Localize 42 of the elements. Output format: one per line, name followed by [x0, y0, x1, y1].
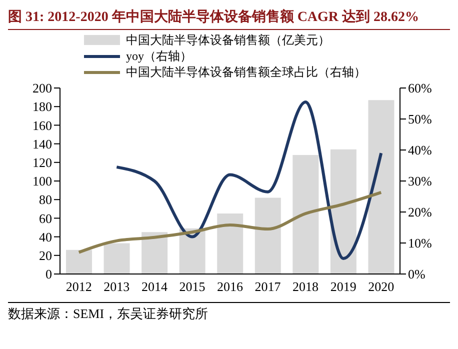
bar	[254, 198, 281, 274]
bar	[217, 214, 244, 274]
y-tick-label: 140	[32, 136, 52, 152]
y-tick-label: 0	[46, 266, 52, 282]
y2-tick-label: 30%	[408, 174, 432, 189]
chart-title: 图 31: 2012-2020 年中国大陆半导体设备销售额 CAGR 达到 28.62%	[8, 8, 450, 30]
y-tick-label: 80	[39, 192, 52, 208]
legend-label: yoy（右轴）	[126, 48, 192, 64]
bar	[104, 243, 130, 274]
legend-label: 中国大陆半导体设备销售额全球占比（右轴）	[126, 64, 366, 80]
x-tick-label: 2014	[141, 279, 168, 294]
bar	[66, 250, 92, 274]
y-tick-label: 100	[32, 174, 52, 189]
y-tick-label: 200	[32, 80, 52, 96]
y2-tick-label: 0%	[408, 266, 426, 282]
x-tick-label: 2019	[330, 279, 356, 294]
y2-tick-label: 50%	[408, 112, 432, 127]
source-note: 数据来源：SEMI，东吴证券研究所	[8, 305, 450, 323]
y-tick-label: 40	[39, 229, 52, 244]
line-series	[115, 100, 383, 260]
line-series	[77, 190, 383, 254]
x-tick-label: 2020	[368, 279, 394, 294]
x-tick-label: 2015	[179, 279, 206, 294]
y-tick-label: 180	[32, 99, 52, 114]
bar	[330, 149, 356, 274]
bar	[292, 154, 319, 274]
y-tick-label: 120	[32, 155, 52, 170]
y2-tick-label: 40%	[408, 142, 432, 158]
x-tick-label: 2012	[66, 279, 92, 294]
x-tick-label: 2017	[254, 279, 282, 294]
legend-label: 中国大陆半导体设备销售额（亿美元）	[126, 32, 330, 48]
x-tick-label: 2013	[104, 279, 130, 294]
y-tick-label: 60	[39, 210, 52, 226]
bar	[142, 232, 168, 274]
y2-tick-label: 20%	[408, 204, 432, 220]
y-tick-label: 160	[32, 118, 52, 133]
y2-tick-label: 60%	[408, 80, 432, 96]
bar	[368, 100, 394, 274]
x-tick-label: 2016	[217, 279, 244, 294]
y-tick-label: 20	[39, 248, 52, 264]
x-tick-label: 2018	[292, 279, 319, 294]
y2-tick-label: 10%	[408, 236, 432, 251]
